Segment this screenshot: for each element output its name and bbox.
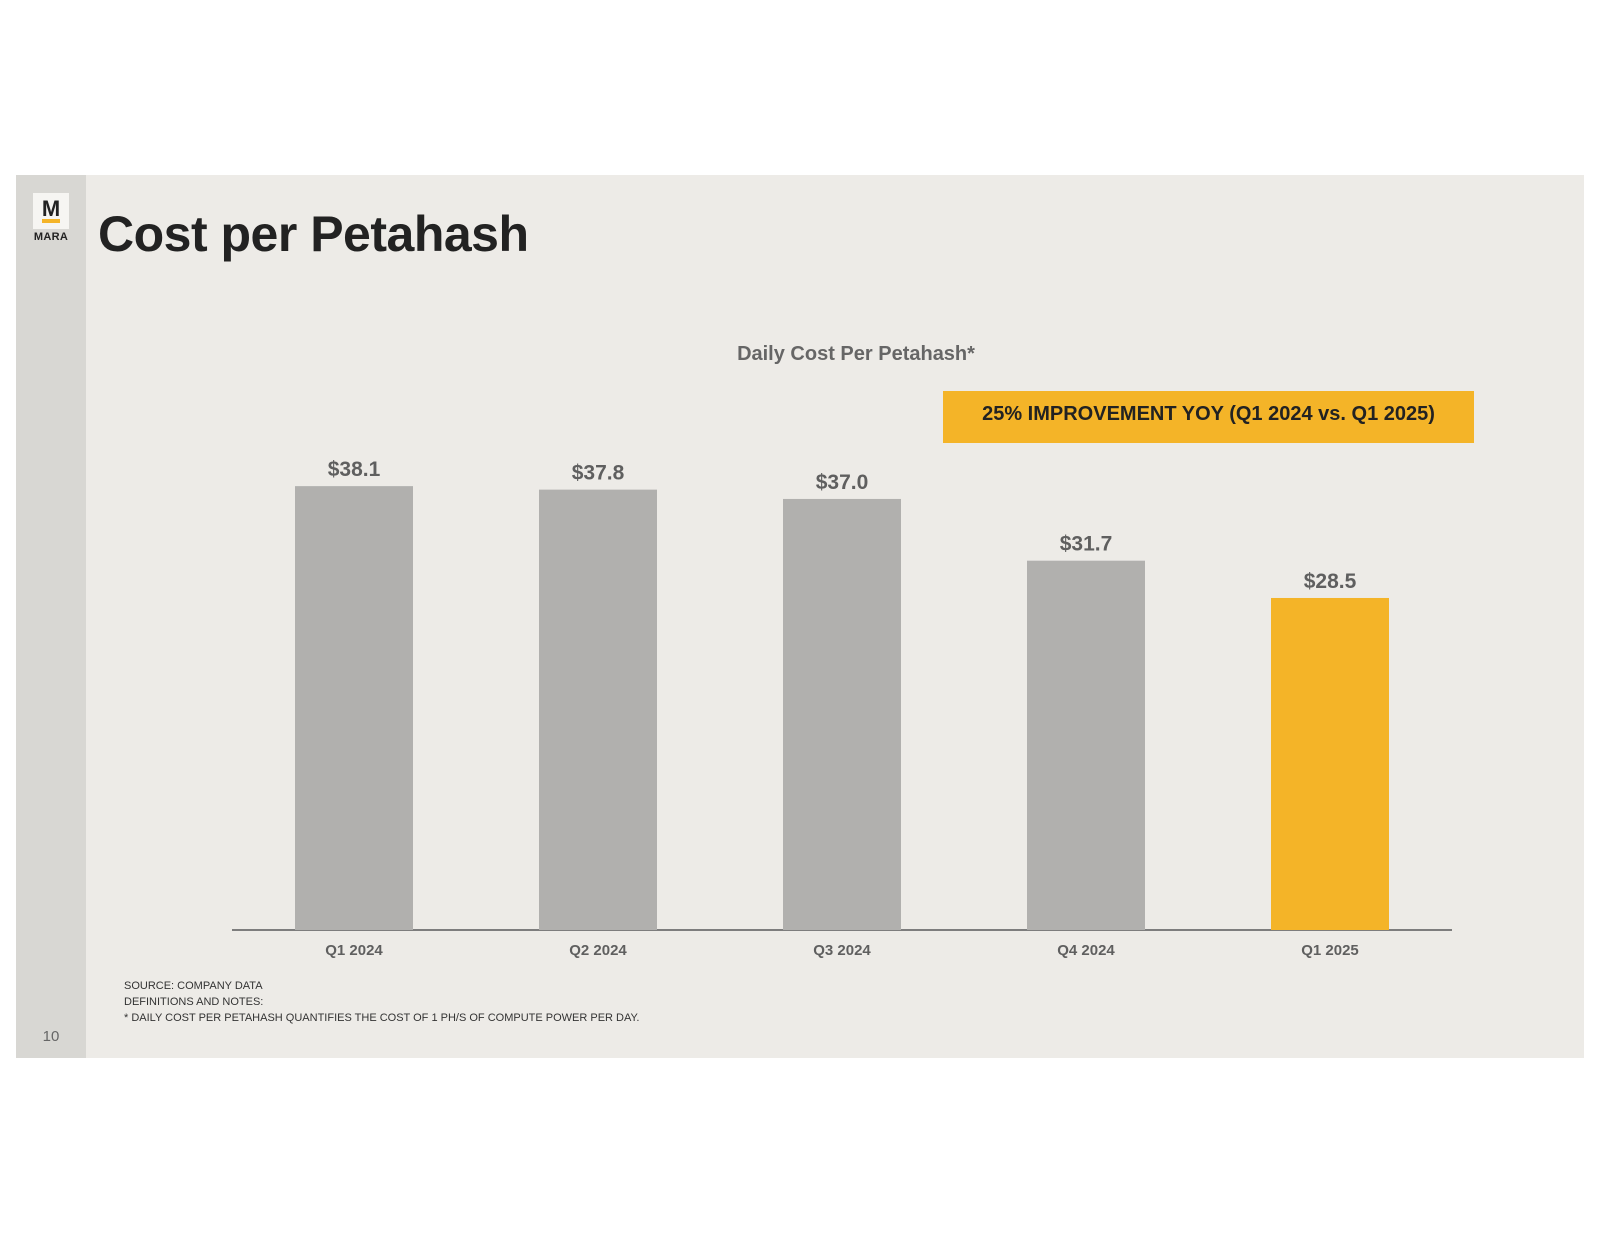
x-tick-label: Q1 2025 xyxy=(1301,942,1359,959)
bar-q3-2024 xyxy=(783,498,901,930)
footnotes: SOURCE: COMPANY DATA DEFINITIONS AND NOT… xyxy=(124,978,639,1026)
bar-q2-2024 xyxy=(539,489,657,930)
mara-logo: M MARA xyxy=(33,193,69,247)
data-label: $31.7 xyxy=(1060,533,1113,556)
logo-accent-bar xyxy=(42,219,60,223)
x-tick-label: Q4 2024 xyxy=(1057,942,1115,959)
logo-mark: M xyxy=(41,196,61,221)
sidebar: M MARA 10 xyxy=(16,175,86,1058)
bar-chart: $38.1 Q1 2024 $37.8 Q2 2024 $37.0 Q3 2024 $31.… xyxy=(232,458,1452,959)
bar-q1-2024 xyxy=(295,486,413,930)
logo-mark-box: M xyxy=(33,193,69,229)
logo-wordmark: MARA xyxy=(33,231,69,243)
page-title: Cost per Petahash xyxy=(98,206,529,262)
x-tick-label: Q3 2024 xyxy=(813,942,871,959)
x-tick-label: Q2 2024 xyxy=(569,942,627,959)
data-label: $38.1 xyxy=(328,458,381,481)
data-label: $28.5 xyxy=(1304,570,1357,593)
footnote-source: SOURCE: COMPANY DATA xyxy=(124,980,263,992)
slide: M MARA 10 Cost per Petahash Daily Cost P… xyxy=(16,175,1584,1058)
page-number: 10 xyxy=(42,1028,60,1045)
bar-q4-2024 xyxy=(1027,560,1145,930)
bar-q1-2025 xyxy=(1271,597,1389,930)
footnote-definitions: DEFINITIONS AND NOTES: xyxy=(124,996,264,1008)
data-label: $37.8 xyxy=(572,462,625,485)
chart-title: Daily Cost Per Petahash* xyxy=(737,343,975,365)
data-label: $37.0 xyxy=(816,471,869,494)
improvement-callout: 25% IMPROVEMENT YOY (Q1 2024 vs. Q1 2025… xyxy=(943,391,1474,443)
footnote-definition-text: * DAILY COST PER PETAHASH QUANTIFIES THE… xyxy=(124,1012,640,1024)
x-tick-label: Q1 2024 xyxy=(325,942,383,959)
